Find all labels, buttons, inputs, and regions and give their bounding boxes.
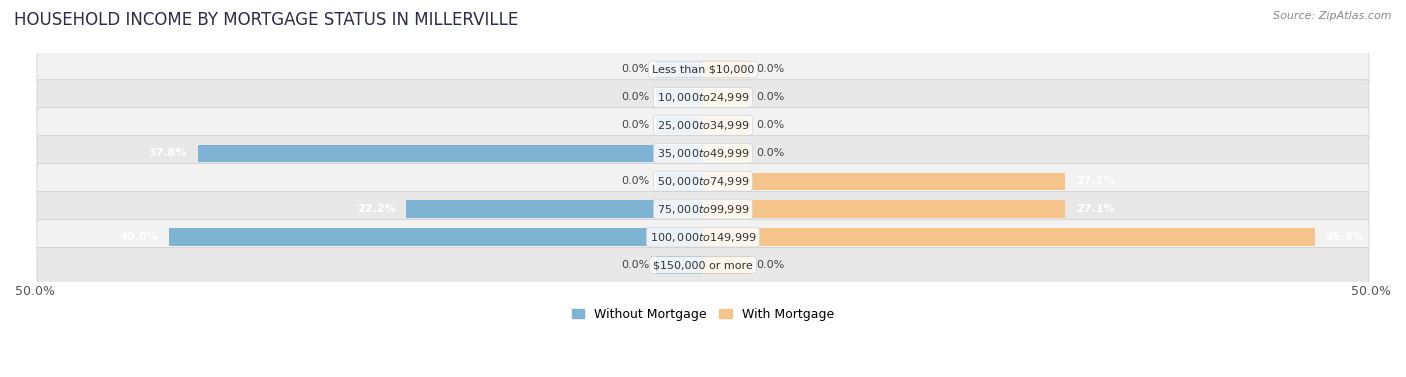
Text: 37.8%: 37.8%	[149, 148, 187, 158]
Bar	[169, 228, 703, 246]
FancyBboxPatch shape	[37, 219, 1369, 255]
Text: HOUSEHOLD INCOME BY MORTGAGE STATUS IN MILLERVILLE: HOUSEHOLD INCOME BY MORTGAGE STATUS IN M…	[14, 11, 519, 29]
Text: 27.1%: 27.1%	[1076, 176, 1115, 186]
Bar	[657, 116, 703, 134]
FancyBboxPatch shape	[37, 192, 1369, 227]
Text: Source: ZipAtlas.com: Source: ZipAtlas.com	[1274, 11, 1392, 21]
Bar	[703, 173, 1066, 190]
Bar	[703, 116, 749, 134]
Text: $150,000 or more: $150,000 or more	[654, 260, 752, 270]
Text: 0.0%: 0.0%	[756, 260, 785, 270]
Legend: Without Mortgage, With Mortgage: Without Mortgage, With Mortgage	[567, 303, 839, 326]
FancyBboxPatch shape	[37, 52, 1369, 87]
Bar	[703, 228, 1315, 246]
FancyBboxPatch shape	[37, 108, 1369, 143]
Text: $100,000 to $149,999: $100,000 to $149,999	[650, 231, 756, 244]
Bar	[657, 89, 703, 106]
Text: 0.0%: 0.0%	[621, 176, 650, 186]
Bar	[703, 201, 1066, 218]
Text: 22.2%: 22.2%	[357, 204, 395, 214]
Bar	[703, 145, 749, 162]
Text: $50,000 to $74,999: $50,000 to $74,999	[657, 175, 749, 188]
Text: 0.0%: 0.0%	[621, 120, 650, 130]
Text: 0.0%: 0.0%	[621, 260, 650, 270]
Bar	[406, 201, 703, 218]
Text: 0.0%: 0.0%	[756, 64, 785, 75]
Text: $35,000 to $49,999: $35,000 to $49,999	[657, 147, 749, 160]
Text: 40.0%: 40.0%	[120, 232, 157, 242]
Text: $75,000 to $99,999: $75,000 to $99,999	[657, 202, 749, 216]
FancyBboxPatch shape	[37, 164, 1369, 199]
FancyBboxPatch shape	[37, 247, 1369, 283]
Bar	[703, 256, 749, 274]
Bar	[198, 145, 703, 162]
Bar	[657, 173, 703, 190]
Text: $10,000 to $24,999: $10,000 to $24,999	[657, 91, 749, 104]
Text: 0.0%: 0.0%	[756, 92, 785, 103]
Text: 45.8%: 45.8%	[1326, 232, 1364, 242]
Bar	[703, 89, 749, 106]
Bar	[657, 61, 703, 78]
Bar	[657, 256, 703, 274]
FancyBboxPatch shape	[37, 80, 1369, 115]
Bar	[703, 61, 749, 78]
FancyBboxPatch shape	[37, 136, 1369, 171]
Text: 0.0%: 0.0%	[756, 120, 785, 130]
Text: 0.0%: 0.0%	[621, 64, 650, 75]
Text: 0.0%: 0.0%	[621, 92, 650, 103]
Text: Less than $10,000: Less than $10,000	[652, 64, 754, 75]
Text: $25,000 to $34,999: $25,000 to $34,999	[657, 119, 749, 132]
Text: 27.1%: 27.1%	[1076, 204, 1115, 214]
Text: 0.0%: 0.0%	[756, 148, 785, 158]
